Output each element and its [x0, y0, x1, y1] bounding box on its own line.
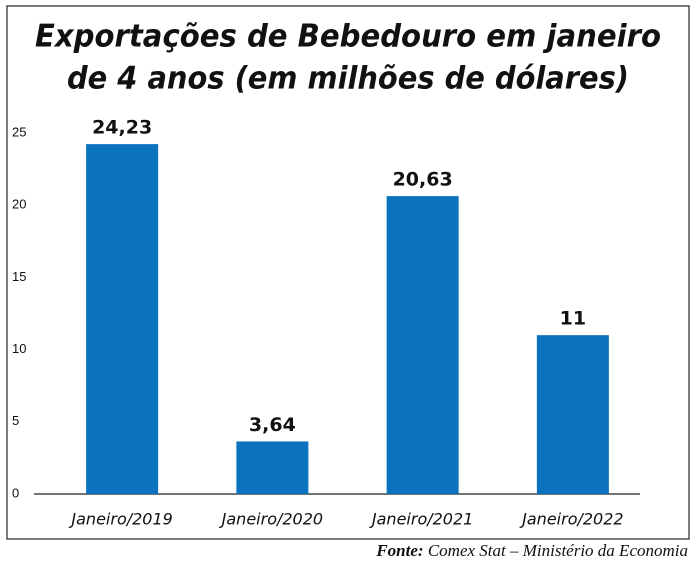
value-label: 24,23 — [92, 117, 152, 139]
bar — [86, 144, 159, 494]
y-tick-label: 10 — [12, 341, 26, 356]
x-tick-label: Janeiro/2021 — [369, 510, 473, 529]
source-text: Comex Stat – Ministério da Economia — [428, 541, 688, 560]
x-tick-label: Janeiro/2022 — [519, 510, 623, 529]
bar — [236, 441, 309, 494]
x-tick-label: Janeiro/2020 — [219, 510, 323, 529]
x-tick-label: Janeiro/2019 — [68, 510, 172, 529]
y-tick-label: 25 — [12, 124, 26, 139]
chart-title: de 4 anos (em milhões de dólares) — [67, 61, 629, 97]
y-tick-label: 15 — [12, 269, 26, 284]
chart-title: Exportações de Bebedouro em janeiro — [35, 19, 661, 55]
frame — [6, 5, 690, 540]
y-tick-label: 20 — [12, 197, 26, 212]
source-label: Fonte: — [375, 541, 423, 560]
source: Fonte: Comex Stat – Ministério da Econom… — [375, 541, 688, 560]
bar — [386, 196, 459, 495]
value-label: 11 — [560, 308, 586, 330]
value-label: 20,63 — [393, 169, 453, 191]
bar — [536, 335, 609, 494]
y-tick-label: 5 — [12, 413, 19, 428]
value-label: 3,64 — [249, 414, 296, 436]
y-tick-label: 0 — [12, 485, 19, 500]
